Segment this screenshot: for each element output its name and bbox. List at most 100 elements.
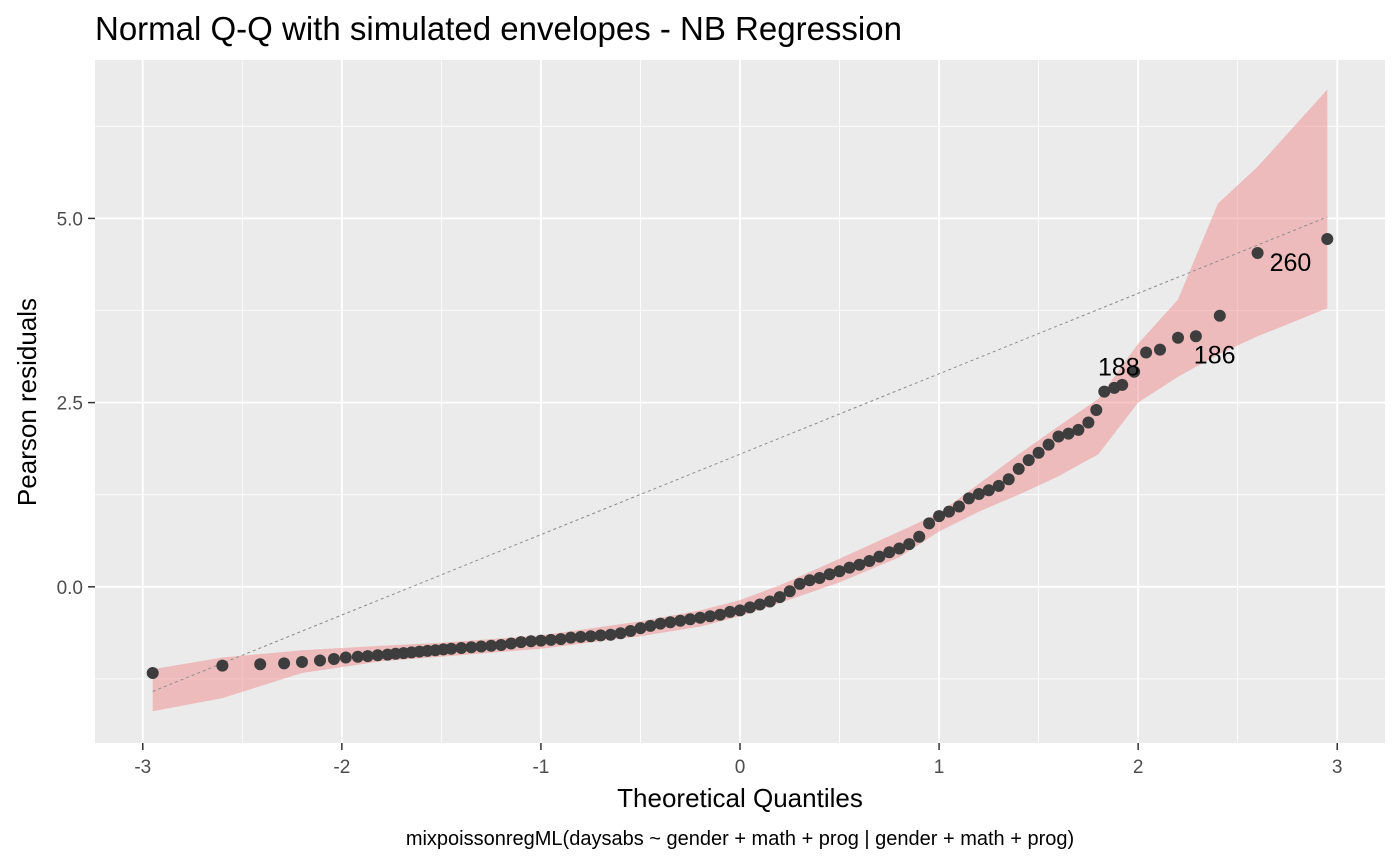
- data-point: [1090, 404, 1103, 416]
- data-point: [525, 635, 537, 648]
- data-point: [734, 604, 746, 617]
- data-point: [1189, 330, 1202, 343]
- data-point: [674, 614, 687, 627]
- data-point: [684, 613, 697, 626]
- data-point: [455, 642, 468, 654]
- data-point: [1072, 423, 1085, 436]
- point-label: 186: [1194, 342, 1236, 370]
- residual-points: [146, 233, 1334, 679]
- data-point: [744, 601, 756, 614]
- data-point: [883, 546, 896, 559]
- data-point: [1251, 247, 1264, 259]
- data-point: [574, 630, 587, 643]
- point-labels: 186 188 260: [1098, 249, 1311, 382]
- data-point: [278, 657, 291, 670]
- data-point: [813, 572, 826, 584]
- data-point: [1082, 416, 1095, 429]
- data-point: [753, 598, 766, 611]
- data-point: [505, 637, 518, 650]
- data-point: [1116, 378, 1129, 391]
- data-point: [763, 595, 776, 608]
- data-point: [773, 591, 786, 604]
- major-gridlines: [95, 60, 1385, 743]
- data-point: [793, 577, 806, 590]
- data-point: [534, 634, 547, 647]
- data-point: [361, 650, 374, 663]
- x-tick-label: -2: [333, 757, 350, 778]
- data-point: [972, 488, 985, 500]
- x-tick-label: 0: [735, 757, 746, 778]
- data-point: [694, 611, 707, 624]
- point-label: 188: [1098, 354, 1140, 382]
- data-point: [254, 658, 267, 671]
- data-point: [1172, 331, 1184, 344]
- data-point: [1032, 446, 1045, 459]
- data-point: [913, 530, 926, 543]
- data-point: [1128, 365, 1141, 378]
- data-point: [863, 555, 876, 567]
- x-tick-label: 1: [934, 757, 945, 778]
- data-point: [982, 484, 995, 497]
- data-point: [339, 651, 352, 664]
- chart-title: Normal Q-Q with simulated envelopes - NB…: [95, 10, 902, 47]
- data-point: [327, 653, 340, 665]
- data-point: [1012, 462, 1025, 475]
- data-point: [564, 631, 577, 644]
- x-tick-label: 3: [1332, 757, 1343, 778]
- data-point: [1213, 309, 1226, 322]
- data-point: [833, 565, 846, 578]
- data-point: [943, 505, 955, 518]
- data-point: [1062, 427, 1075, 440]
- data-point: [351, 650, 364, 663]
- data-point: [843, 561, 856, 574]
- data-point: [554, 633, 567, 646]
- data-point: [296, 656, 308, 668]
- data-point: [664, 616, 677, 629]
- data-point: [1002, 473, 1015, 486]
- data-point: [933, 510, 946, 523]
- y-tick-label: 5.0: [57, 209, 83, 230]
- data-point: [445, 642, 458, 655]
- data-point: [1098, 385, 1111, 398]
- data-point: [923, 517, 936, 530]
- point-label: 260: [1270, 249, 1312, 277]
- data-point: [544, 633, 557, 646]
- y-axis-ticks: 0.0 2.5 5.0: [57, 209, 95, 599]
- y-tick-label: 2.5: [57, 394, 83, 415]
- data-point: [654, 617, 667, 630]
- data-point: [992, 479, 1005, 492]
- data-point: [644, 619, 657, 632]
- data-point: [1321, 233, 1334, 245]
- data-point: [893, 542, 906, 555]
- x-axis-title: Theoretical Quantiles: [617, 783, 863, 813]
- y-axis-title: Pearson residuals: [12, 298, 42, 506]
- data-point: [634, 622, 647, 635]
- data-point: [314, 654, 326, 667]
- data-point: [714, 608, 727, 621]
- data-point: [146, 667, 159, 679]
- data-point: [803, 574, 816, 587]
- data-point: [1042, 438, 1055, 451]
- data-point: [475, 640, 488, 653]
- chart-caption: mixpoissonregML(daysabs ~ gender + math …: [406, 828, 1074, 850]
- data-point: [903, 538, 916, 551]
- data-point: [962, 492, 975, 505]
- data-point: [783, 585, 796, 598]
- x-tick-label: -1: [532, 757, 549, 778]
- reference-line: [152, 216, 1328, 692]
- data-point: [853, 558, 866, 571]
- data-point: [216, 659, 229, 672]
- data-point: [1022, 454, 1035, 467]
- data-point: [624, 625, 637, 637]
- x-tick-label: -3: [134, 757, 151, 778]
- data-point: [485, 639, 498, 652]
- data-point: [614, 627, 627, 640]
- data-point: [704, 610, 717, 623]
- data-point: [584, 630, 597, 643]
- data-point: [873, 550, 886, 563]
- data-point: [1052, 430, 1065, 443]
- x-tick-label: 2: [1133, 757, 1144, 778]
- data-point: [823, 568, 836, 581]
- data-point: [1154, 343, 1166, 356]
